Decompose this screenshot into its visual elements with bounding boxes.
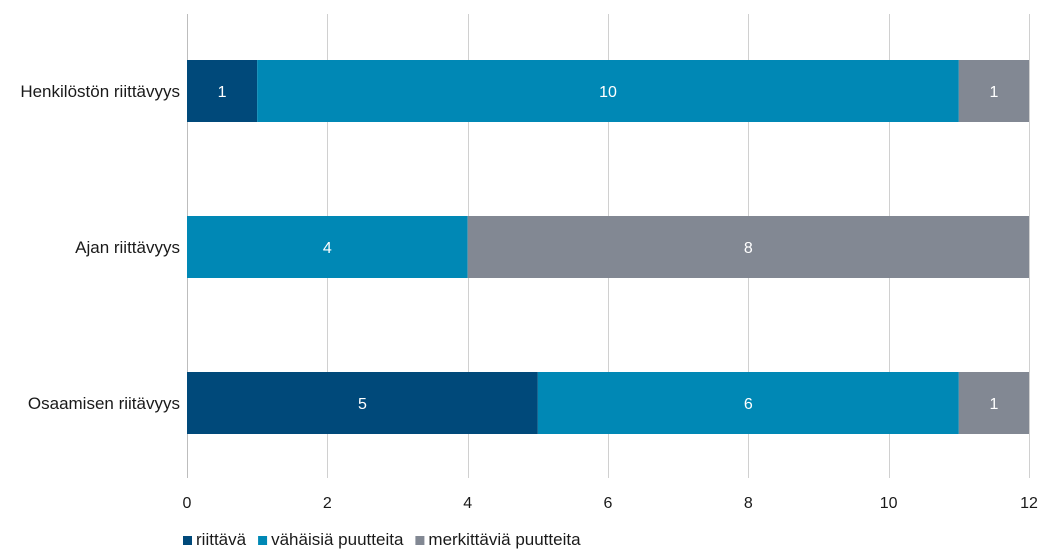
data-label: 5: [358, 396, 367, 413]
category-label: Henkilöstön riittävyys: [20, 82, 180, 101]
x-tick-label: 4: [463, 495, 472, 512]
x-tick-label: 12: [1020, 495, 1038, 512]
category-labels: Henkilöstön riittävyys Ajan riittävyys Osa…: [20, 82, 180, 413]
bar-segment-vahaisia-puutteita: [537, 372, 959, 434]
bar-segment-merkittavia-puutteita: [958, 372, 1029, 434]
bar-segment-merkittavia-puutteita: [958, 60, 1029, 122]
bar-segment-riittava: [187, 372, 538, 434]
data-labels: 1 10 1 4 8 5 6 1: [218, 84, 999, 413]
bars: [187, 60, 1030, 434]
legend-swatch-merkittavia-puutteita: [415, 536, 425, 545]
bar-segment-vahaisia-puutteita: [187, 216, 468, 278]
data-label: 4: [323, 240, 332, 257]
data-label: 1: [989, 84, 998, 101]
bar-segment-riittava: [187, 60, 258, 122]
data-label: 10: [599, 84, 617, 101]
x-tick-label: 8: [744, 495, 753, 512]
legend-swatch-vahaisia-puutteita: [258, 536, 268, 545]
data-label: 6: [744, 396, 753, 413]
legend-swatch-riittava: [183, 536, 192, 545]
x-tick-labels: 0 2 4 6 8 10 12: [183, 495, 1038, 512]
bar-segment-merkittavia-puutteita: [467, 216, 1030, 278]
legend-label: riittävä: [196, 530, 247, 549]
x-tick-label: 6: [604, 495, 613, 512]
x-tick-label: 10: [880, 495, 898, 512]
data-label: 1: [218, 84, 227, 101]
category-label: Osaamisen riitävyys: [28, 394, 180, 413]
x-tick-label: 0: [183, 495, 192, 512]
category-label: Ajan riittävyys: [75, 238, 180, 257]
data-label: 1: [989, 396, 998, 413]
legend-label: vähäisiä puutteita: [271, 530, 404, 549]
x-tick-label: 2: [323, 495, 332, 512]
data-label: 8: [744, 240, 753, 257]
legend-label: merkittäviä puutteita: [428, 530, 581, 549]
bar-segment-vahaisia-puutteita: [257, 60, 959, 122]
legend: riittävä vähäisiä puutteita merkittäviä pu…: [183, 530, 581, 549]
